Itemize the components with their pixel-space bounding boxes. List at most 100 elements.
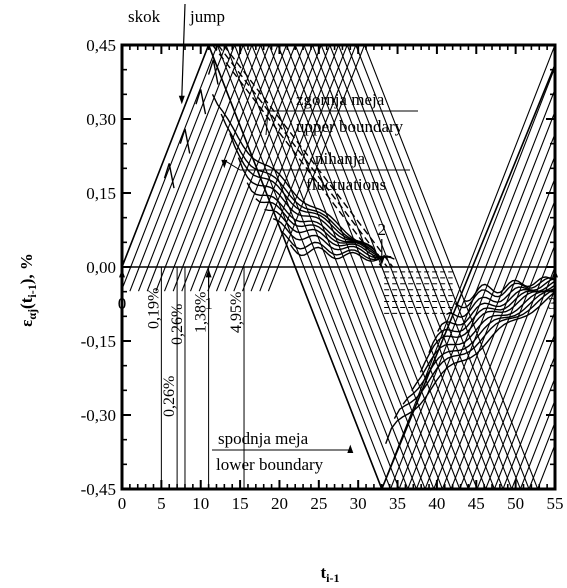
- fluctuation-curve: [246, 182, 380, 256]
- hysteresis-curve-start: [198, 266, 210, 292]
- x-tick-label: 55: [547, 494, 564, 513]
- jump-pointer: [181, 3, 186, 97]
- y-tick-label: 0,30: [86, 110, 116, 129]
- hysteresis-curve-start: [207, 266, 218, 292]
- y-tick-label: -0,30: [81, 406, 116, 425]
- jump-spike: [163, 163, 175, 189]
- x-axis-title: ti-1: [320, 563, 339, 585]
- x-tick-label: 15: [232, 494, 249, 513]
- y-tick-label: 0,00: [86, 258, 116, 277]
- x-tick-label: 10: [192, 494, 209, 513]
- x-tick-label: 30: [350, 494, 367, 513]
- fluctuation-curve: [437, 280, 555, 332]
- reversal-arrowhead: [552, 269, 558, 278]
- percent-label: 0,26%: [161, 376, 178, 417]
- hysteresis-curve-start: [172, 266, 184, 292]
- hysteresis-curve: [182, 45, 555, 489]
- fluctuations-pointer: [224, 159, 241, 171]
- fluctuation-curve: [264, 208, 385, 258]
- upper-boundary-line: [211, 45, 383, 268]
- fluctuation-curve: [419, 287, 555, 373]
- skok-label: skok: [128, 7, 161, 26]
- y-tick-label: 0,45: [86, 36, 116, 55]
- upper-boundary-label-sl: zgornja meja: [296, 90, 385, 109]
- hysteresis-curve: [277, 45, 555, 489]
- lower-boundary-line: [122, 45, 555, 489]
- hysteresis-curve-start: [241, 266, 253, 292]
- percent-label: 1,38%: [193, 292, 210, 333]
- x-tick-label: 35: [389, 494, 406, 513]
- hysteresis-curve: [130, 45, 555, 489]
- jump-spike: [195, 89, 207, 115]
- x-tick-label: 0: [118, 494, 127, 513]
- fluctuation-curve: [463, 276, 555, 303]
- hysteresis-curve: [147, 45, 555, 489]
- jump-arrowhead: [178, 95, 185, 105]
- hysteresis-curve-start: [146, 266, 158, 292]
- hysteresis-curve: [138, 45, 555, 489]
- x-tick-label: 50: [507, 494, 524, 513]
- y-axis-title: εαj(ti-1), %: [17, 253, 39, 327]
- y-tick-label: -0,15: [81, 332, 116, 351]
- reversal-arrowhead: [378, 256, 385, 265]
- hysteresis-curve: [242, 45, 555, 489]
- percent-label: 4,95%: [228, 292, 245, 333]
- y-tick-label: -0,45: [81, 480, 116, 499]
- hysteresis-curve: [156, 45, 555, 489]
- fluctuation-curve: [411, 289, 555, 391]
- x-tick-label: 40: [428, 494, 445, 513]
- fluctuation-curve: [237, 157, 376, 252]
- hysteresis-curve-start: [155, 266, 166, 292]
- hysteresis-curve-start: [189, 266, 201, 292]
- upper-boundary-line: [217, 45, 388, 268]
- jump-spike: [207, 59, 219, 85]
- upper-boundary-line: [223, 45, 394, 268]
- hysteresis-curve: [173, 45, 555, 489]
- reversal-label: 1: [204, 294, 213, 313]
- x-tick-label: 45: [468, 494, 485, 513]
- hysteresis-curve: [234, 45, 555, 489]
- y-tick-label: 0,15: [86, 184, 116, 203]
- reversal-arrowhead: [205, 269, 212, 278]
- jump-spike: [179, 128, 191, 154]
- fluctuation-curve: [446, 277, 555, 318]
- hysteresis-curve-start: [215, 266, 227, 292]
- hysteresis-curve-start: [259, 266, 270, 292]
- lower-boundary-label-sl: spodnja meja: [218, 429, 309, 448]
- reversal-label: 3: [548, 294, 557, 313]
- percent-label: 0,19%: [145, 288, 162, 329]
- upper-boundary-label-en: upper boundary: [296, 117, 404, 136]
- fluctuations-label-sl: nihanja: [315, 149, 365, 168]
- fluctuation-curve: [281, 231, 392, 261]
- hysteresis-curve: [164, 45, 555, 489]
- lower-boundary-arrowhead: [347, 444, 354, 453]
- fluctuation-curve: [454, 277, 555, 309]
- percent-label: 0,26%: [169, 304, 186, 345]
- hysteresis-curve-start: [250, 266, 262, 292]
- hysteresis-curve: [216, 45, 555, 489]
- reversal-label: 2: [378, 220, 387, 239]
- hysteresis-curve-start: [224, 266, 236, 292]
- hysteresis-curve-start: [163, 266, 175, 292]
- hysteresis-curve-start: [137, 266, 149, 292]
- fluctuation-curve: [211, 93, 367, 246]
- hysteresis-curve: [199, 45, 555, 489]
- fluctuation-curve: [272, 218, 389, 259]
- hysteresis-curve: [225, 45, 555, 489]
- hysteresis-curve: [190, 45, 555, 489]
- upper-boundary-pointer: [265, 110, 269, 136]
- hysteresis-curve-start: [181, 266, 192, 292]
- hysteresis-curve-start: [233, 266, 244, 292]
- x-tick-label: 25: [310, 494, 327, 513]
- hysteresis-curve: [260, 45, 555, 489]
- fluctuation-curve: [255, 198, 383, 258]
- x-tick-label: 20: [271, 494, 288, 513]
- fluctuations-label-en: fluctuations: [306, 175, 386, 194]
- hysteresis-curve-start: [129, 266, 140, 292]
- hysteresis-curve-start: [267, 266, 279, 292]
- lower-boundary-label-en: lower boundary: [216, 455, 324, 474]
- hysteresis-curve: [268, 45, 555, 489]
- x-tick-label: 5: [157, 494, 166, 513]
- fluctuation-curve: [229, 133, 373, 248]
